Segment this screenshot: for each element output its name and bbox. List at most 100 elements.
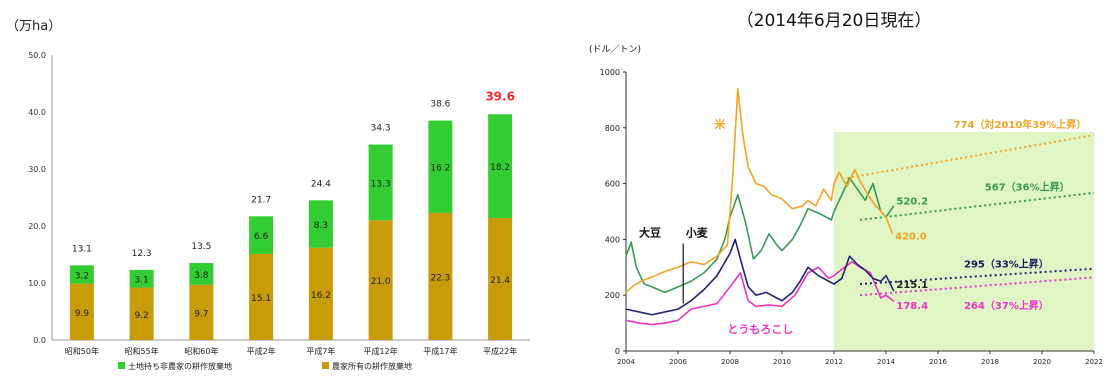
- bar-nonfarmer-segment: [428, 120, 453, 213]
- soybean-projection-label: 567（36%上昇）: [985, 181, 1070, 194]
- soybean-end-value-label: 520.2: [896, 197, 928, 208]
- bar-category-label: 昭和60年: [184, 346, 218, 356]
- bar-owned-value-label: 9.9: [75, 309, 90, 319]
- line-x-tick-label: 2008: [721, 358, 739, 366]
- legend-swatch-nonfarmer: [118, 362, 125, 369]
- bar-owned-segment: [129, 287, 154, 340]
- bar-category-label: 平成12年: [364, 346, 398, 356]
- legend-label-owned: 農家所有の耕作放棄地: [332, 361, 412, 371]
- rice-projection-line: [846, 134, 1095, 180]
- bar-total-label: 13.5: [191, 242, 211, 252]
- rice-end-value-label: 420.0: [895, 231, 927, 242]
- bar-y-tick-label: 30.0: [28, 165, 46, 174]
- line-chart-title: （2014年6月20日現在）: [737, 11, 932, 31]
- bar-total-label: 38.6: [430, 100, 450, 110]
- bar-owned-segment: [189, 284, 214, 340]
- line-x-tick-label: 2006: [669, 358, 687, 366]
- bar-total-label: 13.1: [72, 244, 92, 254]
- bar-owned-value-label: 15.1: [251, 294, 271, 304]
- bar-total-label: 24.4: [311, 179, 331, 189]
- bar-y-tick-label: 20.0: [28, 222, 46, 231]
- bar-y-tick-label: 40.0: [28, 108, 46, 117]
- line-x-tick-label: 2020: [1033, 358, 1051, 366]
- bar-nonfarmer-value-label: 8.3: [314, 221, 328, 231]
- bar-nonfarmer-value-label: 3.2: [75, 271, 89, 281]
- line-y-tick-label: 400: [605, 235, 620, 244]
- bar-owned-segment: [308, 247, 333, 340]
- bar-owned-value-label: 22.3: [430, 273, 450, 283]
- bar-nonfarmer-segment: [189, 263, 214, 285]
- rice-projection-label: 774（対2010年39%上昇）: [954, 118, 1087, 131]
- bar-nonfarmer-value-label: 3.1: [134, 276, 148, 286]
- bar-owned-value-label: 21.4: [490, 276, 510, 286]
- bar-nonfarmer-value-label: 13.3: [371, 179, 391, 189]
- wheat-projection-line: [859, 267, 1095, 286]
- line-x-tick-label: 2022: [1085, 358, 1103, 366]
- bar-category-label: 平成7年: [306, 346, 335, 356]
- corn-projection-label: 264（37%上昇）: [964, 299, 1049, 312]
- bar-owned-segment: [69, 283, 94, 340]
- line-x-tick-label: 2014: [877, 358, 895, 366]
- bar-nonfarmer-segment: [69, 265, 94, 284]
- legend-swatch-owned: [322, 362, 329, 369]
- wheat-projection-label: 295（33%上昇）: [964, 257, 1049, 270]
- line-y-tick-label: 1000: [600, 68, 620, 77]
- bar-category-label: 平成2年: [247, 346, 276, 356]
- bar-owned-value-label: 9.2: [134, 311, 148, 321]
- corn-series-label: とうもろこし: [727, 323, 793, 336]
- bar-total-label: 39.6: [485, 89, 515, 103]
- line-x-tick-label: 2016: [929, 358, 947, 366]
- abandoned-farmland-bar-chart: （万ha） 0.0 10.0 20.0 30.0 40.0 50.0 9.9 3.2 13.1 昭…: [6, 19, 530, 371]
- bar-total-label: 12.3: [132, 249, 152, 259]
- bar-owned-value-label: 21.0: [371, 277, 391, 287]
- line-x-tick-label: 2012: [825, 358, 843, 366]
- rice-series-label: 米: [713, 117, 726, 131]
- bar-owned-value-label: 16.2: [311, 291, 331, 301]
- soybean-series-label: 大豆: [639, 226, 661, 240]
- corn-projection-line: [859, 276, 1095, 297]
- bar-total-label: 21.7: [251, 195, 271, 205]
- bar-category-label: 平成22年: [483, 346, 517, 356]
- soybean-price-line: [625, 177, 895, 294]
- soybean-projection-line: [859, 191, 1095, 221]
- bar-y-tick-label: 0.0: [33, 336, 46, 345]
- bar-owned-segment: [368, 220, 393, 340]
- bar-nonfarmer-segment: [129, 269, 154, 288]
- bar-category-label: 昭和50年: [65, 346, 99, 356]
- grain-price-line-chart: （2014年6月20日現在） (ドル／トン) 0 200 400 600 800 1000…: [589, 11, 1103, 366]
- rice-price-line: [625, 87, 894, 294]
- bar-nonfarmer-segment: [249, 216, 274, 254]
- corn-end-value-label: 178.4: [896, 301, 928, 312]
- bar-nonfarmer-segment: [488, 114, 513, 219]
- bar-chart-unit-label: （万ha）: [6, 19, 61, 34]
- bar-category-label: 平成17年: [423, 346, 457, 356]
- line-x-tick-label: 2004: [617, 358, 635, 366]
- line-y-tick-label: 600: [605, 180, 620, 189]
- line-x-tick-label: 2018: [981, 358, 999, 366]
- bar-nonfarmer-value-label: 3.8: [194, 271, 209, 281]
- line-y-tick-label: 0: [615, 347, 620, 356]
- line-x-tick-label: 2010: [773, 358, 791, 366]
- bar-total-label: 34.3: [371, 123, 391, 133]
- line-y-tick-label: 800: [605, 124, 620, 133]
- bar-nonfarmer-value-label: 6.6: [254, 232, 269, 242]
- bar-nonfarmer-value-label: 16.2: [430, 164, 450, 174]
- bar-nonfarmer-segment: [308, 200, 333, 248]
- line-y-tick-label: 200: [605, 291, 620, 300]
- line-chart-unit-label: (ドル／トン): [589, 44, 641, 55]
- wheat-price-line: [625, 238, 895, 316]
- bar-owned-value-label: 9.7: [194, 309, 208, 319]
- bar-nonfarmer-value-label: 18.2: [490, 163, 510, 173]
- bar-nonfarmer-segment: [368, 144, 393, 221]
- bar-y-tick-label: 50.0: [28, 51, 46, 60]
- bar-owned-segment: [488, 218, 513, 340]
- forecast-region: [834, 131, 1094, 351]
- bar-owned-segment: [428, 212, 453, 340]
- wheat-series-label: 小麦: [685, 226, 709, 240]
- bar-y-tick-label: 10.0: [28, 279, 46, 288]
- bar-category-label: 昭和55年: [125, 346, 159, 356]
- wheat-end-value-label: 215.1: [896, 280, 928, 291]
- legend-label-nonfarmer: 土地持ち非農家の耕作放棄地: [128, 361, 232, 371]
- bar-owned-segment: [249, 253, 274, 340]
